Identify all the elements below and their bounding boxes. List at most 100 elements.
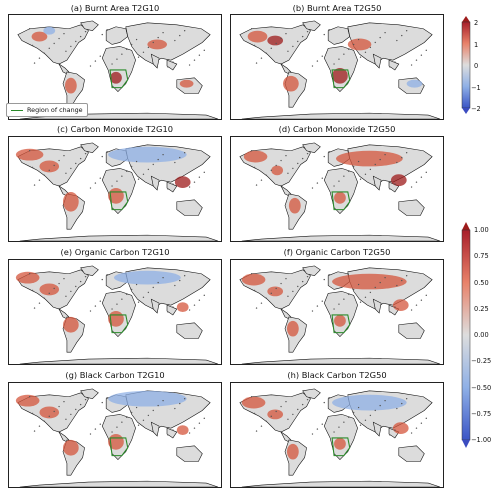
positive-anomaly-patch (336, 150, 403, 167)
significance-stipple (188, 309, 191, 311)
significance-stipple (389, 434, 391, 436)
significance-stipple (316, 428, 319, 430)
significance-stipple (137, 301, 140, 303)
land-shape (176, 445, 203, 462)
significance-stipple (280, 405, 282, 408)
significance-stipple (394, 429, 396, 431)
significance-stipple (389, 311, 391, 313)
significance-stipple (343, 53, 345, 55)
significance-stipple (28, 396, 31, 398)
significance-stipple (193, 304, 196, 306)
positive-anomaly-patch (64, 77, 77, 94)
significance-stipple (70, 45, 72, 48)
significance-stipple (389, 188, 391, 190)
significance-stipple (306, 398, 309, 401)
map-panel-g (8, 382, 222, 488)
significance-stipple (58, 282, 60, 285)
land-shape (176, 199, 203, 216)
significance-stipple (43, 420, 46, 422)
significance-stipple (135, 406, 138, 409)
land-shape (19, 357, 219, 364)
positive-anomaly-patch (15, 271, 40, 284)
significance-stipple (53, 410, 55, 413)
significance-stipple (311, 65, 314, 67)
significance-stipple (292, 413, 294, 416)
land-shape (150, 175, 160, 191)
significance-stipple (280, 159, 282, 162)
region-of-change-box (331, 437, 351, 457)
significance-stipple (142, 173, 145, 175)
significance-stipple (253, 289, 256, 292)
significance-stipple (38, 57, 41, 59)
significance-stipple (333, 431, 335, 433)
significance-stipple (121, 175, 123, 177)
significance-stipple (280, 282, 282, 285)
significance-stipple (301, 157, 304, 160)
significance-stipple (374, 409, 376, 412)
significance-stipple (203, 294, 205, 297)
region-of-change-box (331, 191, 351, 211)
positive-anomaly-patch (110, 71, 122, 84)
land-shape (19, 112, 219, 119)
negative-anomaly-patch (108, 390, 187, 407)
significance-stipple (58, 405, 60, 408)
significance-stipple (58, 159, 60, 162)
negative-anomaly-patch (114, 270, 181, 285)
positive-anomaly-patch (347, 38, 372, 51)
positive-anomaly-patch (15, 148, 44, 161)
significance-stipple (31, 289, 34, 292)
significance-stipple (188, 186, 191, 188)
significance-stipple (75, 408, 77, 411)
positive-anomaly-patch (286, 443, 299, 460)
significance-stipple (359, 424, 362, 426)
significance-stipple (116, 426, 118, 428)
significance-stipple (135, 160, 138, 163)
significance-stipple (333, 185, 335, 187)
significance-stipple (84, 30, 87, 33)
significance-stipple (260, 302, 263, 304)
map-panel-h (230, 382, 444, 488)
significance-stipple (183, 398, 186, 400)
land-shape (302, 388, 321, 400)
significance-stipple (162, 399, 164, 402)
positive-anomaly-patch (176, 425, 189, 435)
significance-stipple (99, 177, 101, 179)
map-svg (239, 142, 441, 241)
land-shape (398, 445, 425, 462)
significance-stipple (333, 308, 335, 310)
significance-stipple (374, 286, 376, 289)
significance-stipple (106, 151, 108, 153)
significance-stipple (348, 170, 350, 173)
significance-stipple (79, 280, 82, 283)
land-shape (80, 388, 99, 400)
map-panel-d (230, 136, 444, 242)
cbar-bottom-tick-4: 0.00 (474, 331, 489, 339)
significance-stipple (275, 410, 277, 413)
significance-stipple (130, 411, 133, 414)
significance-stipple (401, 156, 403, 159)
significance-stipple (116, 58, 118, 60)
significance-stipple (193, 181, 196, 183)
land-shape (150, 421, 160, 437)
significance-stipple (126, 48, 128, 51)
significance-stipple (33, 307, 36, 309)
panel-title-h: (h) Black Carbon T2G50 (287, 370, 387, 380)
significance-stipple (70, 290, 72, 293)
significance-stipple (126, 293, 128, 296)
significance-stipple (79, 403, 82, 406)
significance-stipple (31, 412, 34, 415)
significance-stipple (343, 175, 345, 177)
significance-stipple (167, 434, 169, 436)
significance-stipple (157, 281, 159, 284)
significance-stipple (172, 429, 174, 431)
significance-stipple (111, 308, 113, 310)
significance-stipple (311, 433, 314, 435)
significance-stipple (420, 299, 423, 301)
positive-anomaly-patch (392, 299, 409, 312)
significance-stipple (84, 398, 87, 401)
map-svg (15, 142, 219, 241)
significance-stipple (352, 165, 355, 168)
significance-stipple (152, 286, 154, 289)
positive-anomaly-patch (267, 286, 284, 297)
legend-label: Region of change (27, 106, 83, 114)
